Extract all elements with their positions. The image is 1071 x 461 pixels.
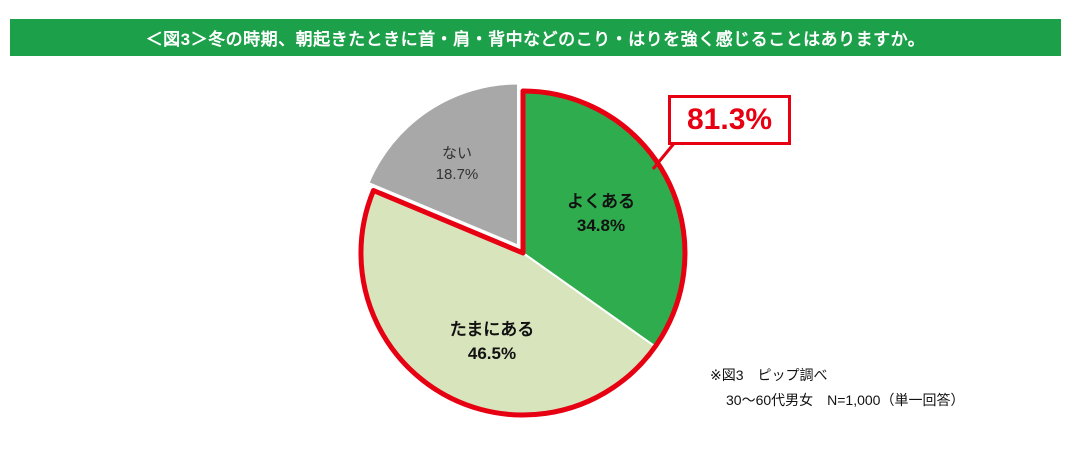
highlight-outline — [358, 88, 688, 418]
footnote-line2: 30〜60代男女 N=1,000（単一回答） — [726, 392, 965, 409]
header-bar: ＜図3＞冬の時期、朝起きたときに首・肩・背中などのこり・はりを強く感じることはあ… — [10, 19, 1061, 56]
slice-label-yokuaru: よくある 34.8% — [538, 190, 664, 238]
highlight-callout: 81.3% — [668, 95, 792, 145]
pie-slice-2 — [367, 82, 519, 248]
slice-label-tamani-aru: たまにある 46.5% — [402, 318, 582, 366]
slice-label-pct: 18.7% — [435, 166, 479, 183]
slice-label-pct: 34.8% — [576, 215, 626, 235]
slice-label-nai: ない 18.7% — [407, 143, 507, 185]
footnote-line1: ※図3 ピップ調べ — [710, 367, 828, 383]
header-title: ＜図3＞冬の時期、朝起きたときに首・肩・背中などのこり・はりを強く感じることはあ… — [145, 30, 926, 49]
callout-leader-line — [651, 140, 678, 170]
footnote: ※図3 ピップ調べ 30〜60代男女 N=1,000（単一回答） — [710, 363, 964, 413]
slice-label-text: よくある — [567, 192, 635, 211]
slice-label-text: ない — [441, 145, 472, 162]
slice-label-text: たまにある — [449, 320, 535, 339]
slice-label-pct: 46.5% — [467, 343, 517, 363]
